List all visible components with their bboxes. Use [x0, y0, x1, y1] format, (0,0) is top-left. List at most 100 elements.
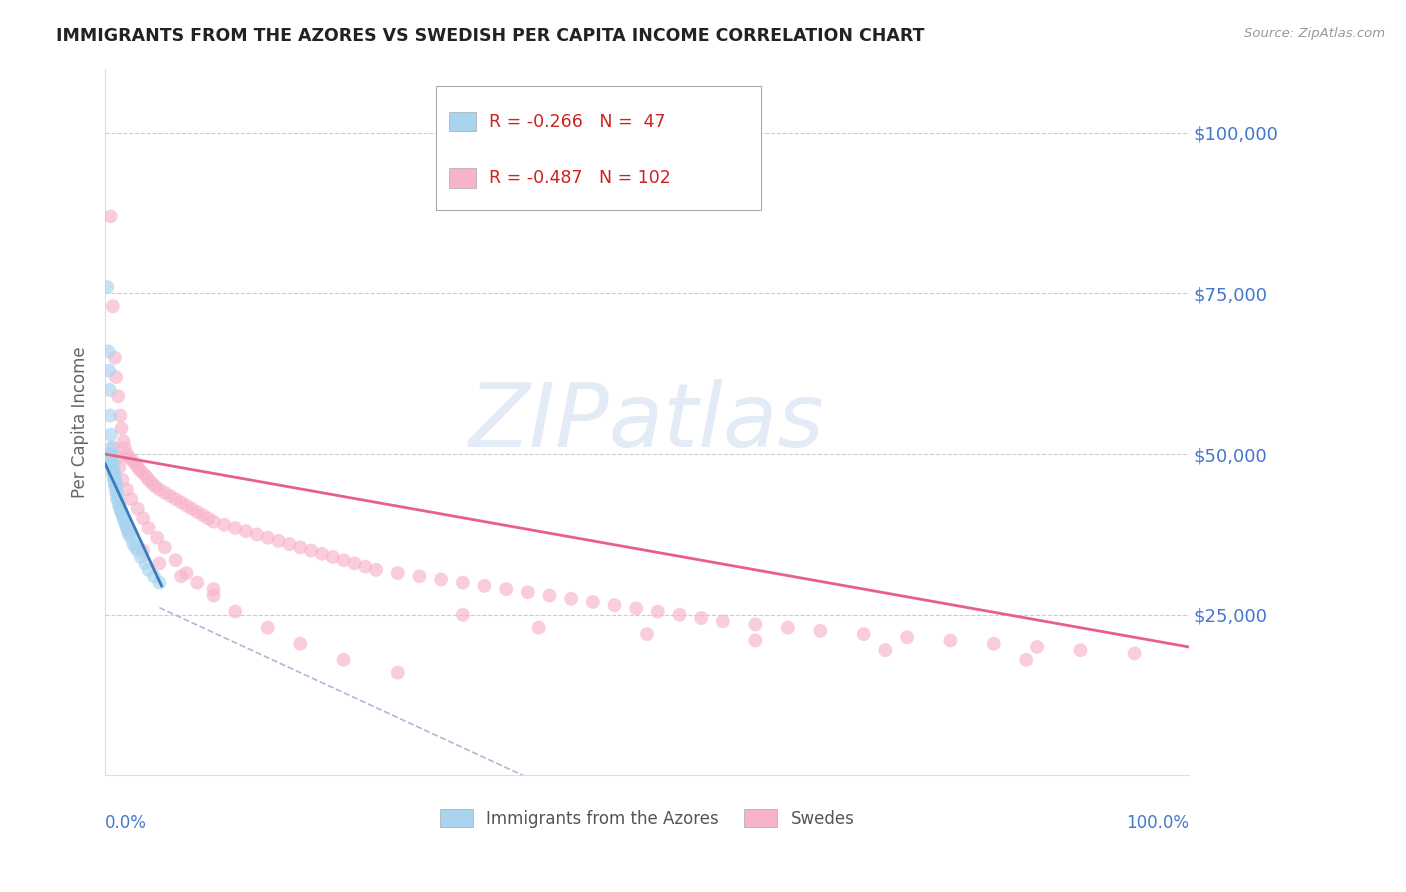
Point — [114, 517, 136, 532]
Point — [132, 511, 155, 525]
Y-axis label: Per Capita Income: Per Capita Income — [72, 346, 89, 498]
Point — [115, 521, 138, 535]
Text: ZIPatlas: ZIPatlas — [470, 379, 825, 465]
Point — [408, 569, 430, 583]
Point — [636, 627, 658, 641]
Point — [299, 543, 322, 558]
Point — [148, 575, 170, 590]
Point — [104, 473, 127, 487]
Point — [148, 557, 170, 571]
Point — [690, 611, 713, 625]
Point — [343, 557, 366, 571]
Point — [180, 501, 202, 516]
Point — [176, 499, 198, 513]
Point — [100, 210, 122, 224]
Point — [143, 569, 166, 583]
Point — [100, 453, 122, 467]
Point — [114, 441, 136, 455]
Point — [224, 605, 246, 619]
Point — [110, 505, 132, 519]
Point — [105, 479, 128, 493]
Point — [647, 605, 669, 619]
Point — [132, 467, 155, 481]
Point — [112, 434, 135, 449]
Point — [290, 637, 312, 651]
Point — [495, 582, 517, 596]
Point — [101, 467, 124, 481]
Point — [474, 579, 496, 593]
Point — [132, 543, 155, 558]
Point — [138, 563, 160, 577]
Point — [290, 541, 312, 555]
Point — [98, 383, 121, 397]
Point — [224, 521, 246, 535]
Point — [159, 489, 181, 503]
Point — [143, 479, 166, 493]
Point — [516, 585, 538, 599]
Point — [165, 492, 187, 507]
Point — [120, 492, 142, 507]
FancyBboxPatch shape — [436, 87, 761, 210]
Point — [852, 627, 875, 641]
Point — [267, 533, 290, 548]
Point — [896, 630, 918, 644]
FancyBboxPatch shape — [449, 112, 477, 131]
Point — [110, 421, 132, 435]
Point — [111, 508, 134, 523]
Point — [153, 541, 176, 555]
Point — [138, 521, 160, 535]
Point — [983, 637, 1005, 651]
Point — [186, 575, 208, 590]
Point — [1069, 643, 1091, 657]
Point — [366, 563, 388, 577]
Point — [141, 476, 163, 491]
Point — [100, 441, 122, 455]
Point — [875, 643, 897, 657]
Point — [197, 511, 219, 525]
Point — [114, 515, 136, 529]
Point — [202, 582, 225, 596]
Point — [110, 501, 132, 516]
Point — [111, 473, 134, 487]
Point — [103, 463, 125, 477]
Point — [127, 460, 149, 475]
Point — [668, 607, 690, 622]
Point — [103, 467, 125, 481]
Text: Source: ZipAtlas.com: Source: ZipAtlas.com — [1244, 27, 1385, 40]
Point — [148, 483, 170, 497]
Point — [134, 557, 156, 571]
Point — [191, 508, 214, 523]
Point — [104, 479, 127, 493]
Point — [121, 453, 143, 467]
Point — [214, 517, 236, 532]
Point — [387, 665, 409, 680]
Point — [776, 621, 799, 635]
FancyBboxPatch shape — [449, 169, 477, 188]
Point — [451, 575, 474, 590]
Point — [451, 607, 474, 622]
Point — [103, 473, 125, 487]
Point — [311, 547, 333, 561]
Point — [1123, 646, 1146, 660]
Point — [202, 515, 225, 529]
Text: 100.0%: 100.0% — [1126, 814, 1189, 832]
Point — [560, 591, 582, 606]
Point — [127, 501, 149, 516]
Text: IMMIGRANTS FROM THE AZORES VS SWEDISH PER CAPITA INCOME CORRELATION CHART: IMMIGRANTS FROM THE AZORES VS SWEDISH PE… — [56, 27, 925, 45]
Point — [103, 469, 125, 483]
Point — [108, 499, 131, 513]
Point — [744, 633, 766, 648]
Point — [105, 370, 128, 384]
Point — [98, 363, 121, 377]
Point — [538, 589, 561, 603]
Point — [98, 409, 121, 423]
Point — [103, 441, 125, 455]
Point — [118, 450, 141, 465]
Point — [256, 531, 278, 545]
Point — [129, 549, 152, 564]
Point — [170, 569, 193, 583]
Point — [100, 460, 122, 475]
Point — [176, 566, 198, 580]
Point — [96, 280, 118, 294]
Text: R = -0.266   N =  47: R = -0.266 N = 47 — [489, 112, 665, 130]
